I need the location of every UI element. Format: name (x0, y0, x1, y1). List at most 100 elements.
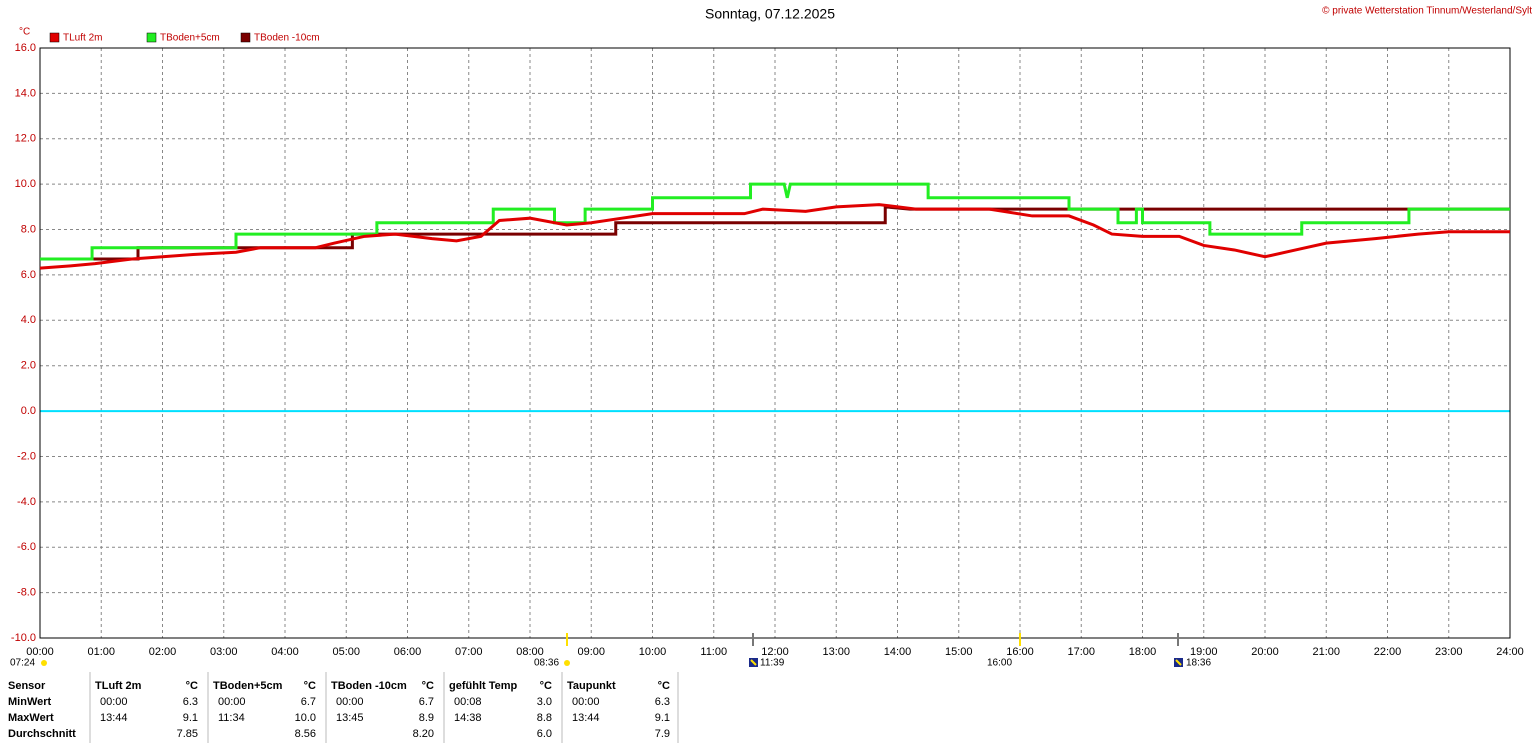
x-tick-label: 03:00 (210, 646, 238, 658)
table-header: Taupunkt (567, 680, 616, 692)
table-header: °C (304, 680, 316, 692)
y-tick-label: 16.0 (15, 42, 36, 54)
x-tick-label: 01:00 (87, 646, 115, 658)
x-tick-label: 10:00 (639, 646, 667, 658)
table-row-label: MinWert (8, 696, 52, 708)
x-tick-label: 11:00 (700, 646, 727, 658)
table-header: °C (422, 680, 434, 692)
x-tick-label: 02:00 (149, 646, 177, 658)
legend-label: TBoden -10cm (254, 33, 320, 44)
table-cell: 13:44 (572, 712, 600, 724)
table-cell: 6.3 (183, 696, 198, 708)
sun-marker (564, 660, 570, 666)
x-tick-label: 14:00 (884, 646, 912, 658)
legend-swatch (240, 32, 251, 43)
series-line (40, 182, 1510, 261)
chart-title: Sonntag, 07.12.2025 (705, 6, 835, 22)
table-header: TBoden -10cm (331, 680, 407, 692)
table-row-label: MaxWert (8, 712, 54, 724)
series-line (39, 203, 1510, 270)
table-row-label: Durchschnitt (8, 728, 76, 740)
y-tick-label: -2.0 (17, 450, 36, 462)
table-header: °C (658, 680, 670, 692)
y-tick-label: 0.0 (21, 405, 36, 417)
x-tick-label: 12:00 (761, 646, 789, 658)
table-cell: 8.56 (295, 728, 316, 740)
table-cell: 6.7 (419, 696, 434, 708)
y-tick-label: 14.0 (15, 87, 36, 99)
table-cell: 8.20 (413, 728, 434, 740)
table-cell: 00:08 (454, 696, 482, 708)
x-tick-label: 20:00 (1251, 646, 1279, 658)
moon-icon-mark (750, 659, 757, 666)
y-tick-label: -6.0 (17, 541, 36, 553)
table-cell: 14:38 (454, 712, 482, 724)
y-axis-unit: °C (19, 27, 30, 38)
x-tick-label: 09:00 (577, 646, 605, 658)
x-tick-label: 19:00 (1190, 646, 1218, 658)
watermark: © private Wetterstation Tinnum/Westerlan… (1322, 6, 1532, 17)
table-cell: 13:45 (336, 712, 364, 724)
table-cell: 7.9 (655, 728, 670, 740)
plot-border (39, 47, 1511, 639)
table-header: TLuft 2m (95, 680, 142, 692)
table-header: °C (540, 680, 552, 692)
x-tick-label: 07:00 (455, 646, 483, 658)
y-tick-label: 6.0 (21, 269, 36, 281)
legend-swatch (146, 32, 157, 43)
legend-label: TBoden+5cm (160, 33, 220, 44)
table-header: Sensor (8, 680, 46, 692)
y-tick-label: -10.0 (11, 632, 36, 644)
x-tick-label: 21:00 (1312, 646, 1340, 658)
x-tick-label: 17:00 (1067, 646, 1095, 658)
y-tick-label: 12.0 (15, 133, 36, 145)
x-tick-label: 24:00 (1496, 646, 1524, 658)
table-cell: 6.3 (655, 696, 670, 708)
annotation-label: 08:36 (534, 658, 559, 669)
x-tick-label: 18:00 (1129, 646, 1157, 658)
moon-icon-mark (1175, 659, 1182, 666)
table-cell: 9.1 (655, 712, 670, 724)
table-cell: 8.8 (537, 712, 552, 724)
table-cell: 00:00 (336, 696, 364, 708)
x-tick-label: 00:00 (26, 646, 54, 658)
table-cell: 00:00 (100, 696, 128, 708)
x-tick-label: 15:00 (945, 646, 973, 658)
table-cell: 13:44 (100, 712, 128, 724)
table-cell: 10.0 (295, 712, 316, 724)
table-cell: 8.9 (419, 712, 434, 724)
annotation-label: 11:39 (760, 658, 785, 669)
table-cell: 00:00 (572, 696, 600, 708)
x-tick-label: 23:00 (1435, 646, 1463, 658)
y-tick-label: -8.0 (17, 587, 36, 599)
table-cell: 6.7 (301, 696, 316, 708)
x-tick-label: 16:00 (1006, 646, 1034, 658)
x-tick-label: 13:00 (822, 646, 850, 658)
annotation-label: 16:00 (987, 658, 1012, 669)
table-header: °C (186, 680, 198, 692)
table-cell: 6.0 (537, 728, 552, 740)
table-cell: 7.85 (177, 728, 198, 740)
y-tick-label: -4.0 (17, 496, 36, 508)
table-cell: 00:00 (218, 696, 246, 708)
x-tick-label: 05:00 (332, 646, 360, 658)
annotation-label: 18:36 (1186, 658, 1211, 669)
table-header: gefühlt Temp (449, 680, 518, 692)
table-header: TBoden+5cm (213, 680, 283, 692)
annotation-label: 07:24 (10, 658, 35, 669)
x-tick-label: 04:00 (271, 646, 299, 658)
x-tick-label: 06:00 (394, 646, 422, 658)
y-tick-label: 10.0 (15, 178, 36, 190)
y-tick-label: 2.0 (21, 360, 36, 372)
y-tick-label: 8.0 (21, 223, 36, 235)
table-cell: 3.0 (537, 696, 552, 708)
legend-swatch (49, 32, 60, 43)
table-cell: 11:34 (218, 712, 245, 724)
legend-label: TLuft 2m (63, 33, 102, 44)
x-tick-label: 22:00 (1374, 646, 1402, 658)
y-tick-label: 4.0 (21, 314, 36, 326)
table-cell: 9.1 (183, 712, 198, 724)
x-tick-label: 08:00 (516, 646, 544, 658)
